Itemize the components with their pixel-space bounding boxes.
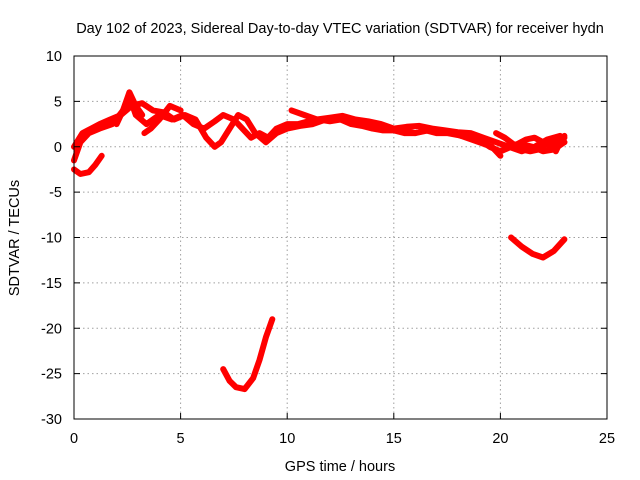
hydn-track-6	[71, 152, 105, 177]
x-tick-label: 25	[599, 431, 615, 447]
y-tick-label: -20	[41, 321, 62, 337]
y-tick-label: -5	[49, 185, 62, 201]
x-tick-label: 0	[70, 431, 78, 447]
x-tick-label: 5	[177, 431, 185, 447]
x-tick-label: 15	[386, 431, 402, 447]
hydn-track-10	[508, 234, 568, 261]
plot-area	[71, 89, 568, 393]
y-axis-label: SDTVAR / TECUs	[7, 180, 23, 296]
hydn-track-11	[220, 316, 276, 393]
hydn-track-3	[288, 107, 564, 155]
x-tick-label: 10	[279, 431, 295, 447]
hydn-track-7	[141, 102, 184, 137]
hydn-track-4	[493, 130, 568, 155]
y-tick-label: 0	[54, 140, 62, 156]
x-axis-label: GPS time / hours	[285, 459, 395, 475]
x-tick-label: 20	[492, 431, 508, 447]
y-tick-label: -10	[41, 231, 62, 247]
y-tick-label: -15	[41, 276, 62, 292]
chart-title: Day 102 of 2023, Sidereal Day-to-day VTE…	[76, 21, 604, 37]
grid	[74, 56, 607, 419]
y-tick-label: 5	[54, 94, 62, 110]
y-tick-label: -30	[41, 412, 62, 428]
y-tick-label: 10	[46, 49, 62, 65]
axis-ticks: 0 5 10 15 20 25 10 5 0 -5 -10 -15 -20 -25 -30	[41, 49, 615, 447]
y-tick-label: -25	[41, 367, 62, 383]
hydn-track-8	[113, 89, 146, 128]
hydn-track-9	[552, 132, 568, 155]
